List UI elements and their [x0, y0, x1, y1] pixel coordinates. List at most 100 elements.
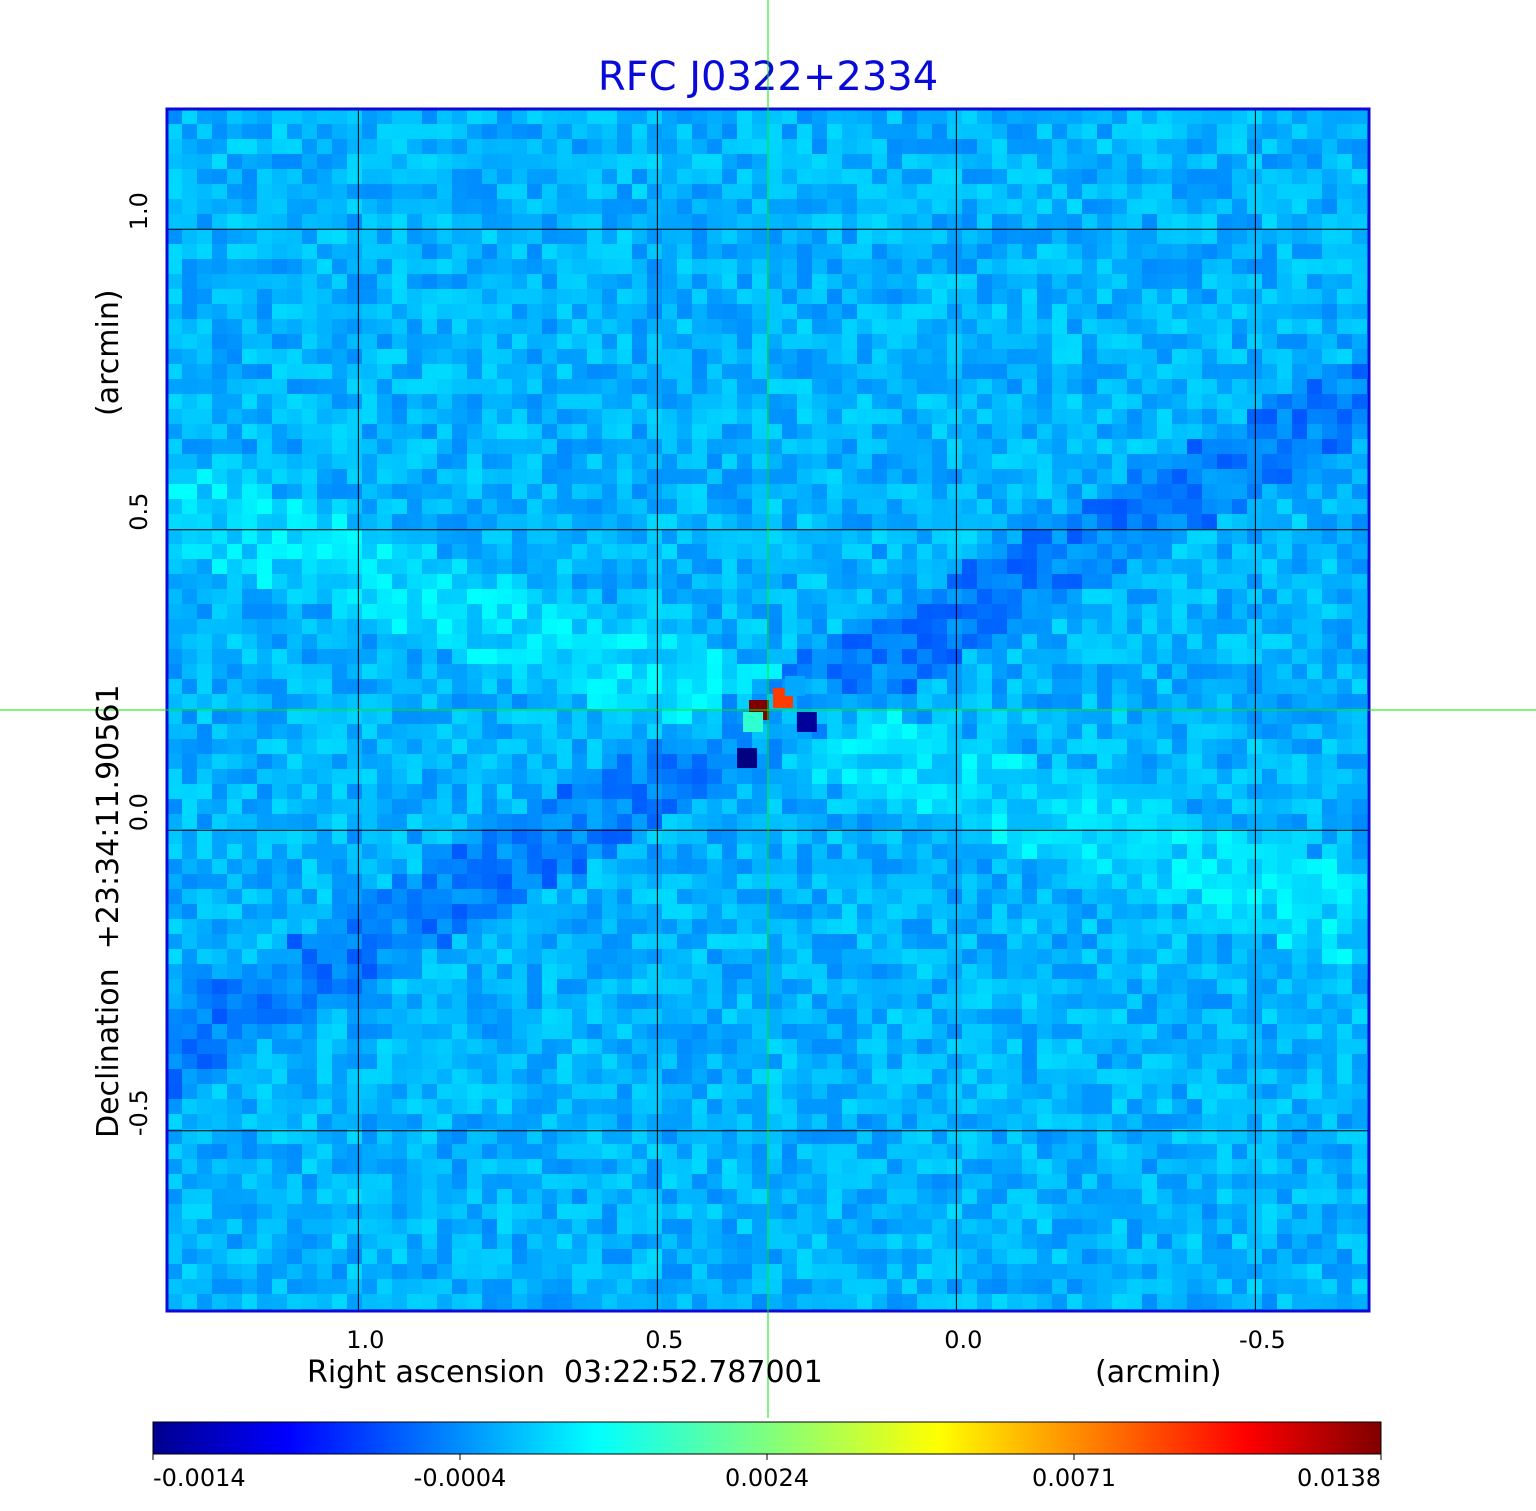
- image-pixel: [197, 304, 212, 319]
- image-pixel: [257, 424, 272, 439]
- image-pixel: [962, 319, 977, 334]
- image-pixel: [527, 379, 542, 394]
- image-pixel: [812, 559, 827, 574]
- image-pixel: [827, 769, 842, 784]
- image-pixel: [1292, 259, 1307, 274]
- image-pixel: [1247, 574, 1262, 589]
- image-pixel: [1157, 289, 1172, 304]
- image-pixel: [482, 289, 497, 304]
- image-pixel: [452, 814, 467, 829]
- image-pixel: [1097, 874, 1112, 889]
- image-pixel: [1307, 829, 1322, 844]
- image-pixel: [407, 649, 422, 664]
- image-pixel: [467, 799, 482, 814]
- image-pixel: [1142, 784, 1157, 799]
- image-pixel: [1052, 424, 1067, 439]
- image-pixel: [752, 574, 767, 589]
- image-pixel: [752, 859, 767, 874]
- image-pixel: [1292, 124, 1307, 139]
- image-pixel: [962, 349, 977, 364]
- image-pixel: [737, 889, 752, 904]
- image-pixel: [287, 469, 302, 484]
- image-pixel: [1157, 259, 1172, 274]
- image-pixel: [347, 304, 362, 319]
- image-pixel: [1337, 109, 1352, 124]
- image-pixel: [797, 169, 812, 184]
- image-pixel: [512, 454, 527, 469]
- image-pixel: [182, 709, 197, 724]
- image-pixel: [302, 334, 317, 349]
- image-pixel: [692, 349, 707, 364]
- image-pixel: [452, 844, 467, 859]
- image-pixel: [782, 634, 797, 649]
- image-pixel: [707, 259, 722, 274]
- image-pixel: [1142, 439, 1157, 454]
- image-pixel: [182, 904, 197, 919]
- image-pixel: [1112, 964, 1127, 979]
- image-pixel: [797, 1024, 812, 1039]
- image-pixel: [452, 859, 467, 874]
- image-pixel: [287, 844, 302, 859]
- image-pixel: [1037, 709, 1052, 724]
- image-pixel: [227, 229, 242, 244]
- image-pixel: [992, 499, 1007, 514]
- image-pixel: [1067, 364, 1082, 379]
- image-pixel: [467, 964, 482, 979]
- image-pixel: [227, 979, 242, 994]
- image-pixel: [617, 769, 632, 784]
- image-pixel: [1322, 454, 1337, 469]
- image-pixel: [782, 589, 797, 604]
- image-pixel: [302, 214, 317, 229]
- image-pixel: [1337, 1009, 1352, 1024]
- image-pixel: [1307, 634, 1322, 649]
- image-pixel: [347, 154, 362, 169]
- image-pixel: [782, 844, 797, 859]
- image-pixel: [1187, 634, 1202, 649]
- image-pixel: [977, 454, 992, 469]
- image-pixel: [1217, 304, 1232, 319]
- image-pixel: [632, 784, 647, 799]
- image-pixel: [1232, 454, 1247, 469]
- image-pixel: [962, 514, 977, 529]
- image-pixel: [797, 334, 812, 349]
- image-pixel: [1142, 514, 1157, 529]
- image-pixel: [962, 199, 977, 214]
- image-pixel: [317, 514, 332, 529]
- image-pixel: [1007, 154, 1022, 169]
- image-pixel: [1007, 754, 1022, 769]
- image-pixel: [242, 709, 257, 724]
- image-pixel: [902, 364, 917, 379]
- image-pixel: [482, 319, 497, 334]
- image-pixel: [302, 304, 317, 319]
- image-pixel: [242, 1009, 257, 1024]
- image-pixel: [497, 379, 512, 394]
- image-pixel: [212, 199, 227, 214]
- image-pixel: [647, 709, 662, 724]
- image-pixel: [1247, 244, 1262, 259]
- image-pixel: [182, 994, 197, 1009]
- image-pixel: [752, 814, 767, 829]
- image-pixel: [992, 664, 1007, 679]
- image-pixel: [767, 649, 782, 664]
- image-pixel: [1097, 904, 1112, 919]
- image-pixel: [257, 874, 272, 889]
- image-pixel: [332, 559, 347, 574]
- image-pixel: [632, 484, 647, 499]
- image-pixel: [377, 229, 392, 244]
- image-pixel: [797, 619, 812, 634]
- image-pixel: [1202, 784, 1217, 799]
- image-pixel: [422, 289, 437, 304]
- image-pixel: [662, 694, 677, 709]
- image-pixel: [1187, 394, 1202, 409]
- image-pixel: [1352, 394, 1367, 409]
- image-pixel: [647, 934, 662, 949]
- image-pixel: [437, 904, 452, 919]
- image-pixel: [242, 349, 257, 364]
- image-pixel: [1037, 964, 1052, 979]
- image-pixel: [242, 574, 257, 589]
- image-pixel: [1322, 169, 1337, 184]
- image-pixel: [377, 799, 392, 814]
- image-pixel: [947, 199, 962, 214]
- image-pixel: [692, 139, 707, 154]
- image-pixel: [1277, 289, 1292, 304]
